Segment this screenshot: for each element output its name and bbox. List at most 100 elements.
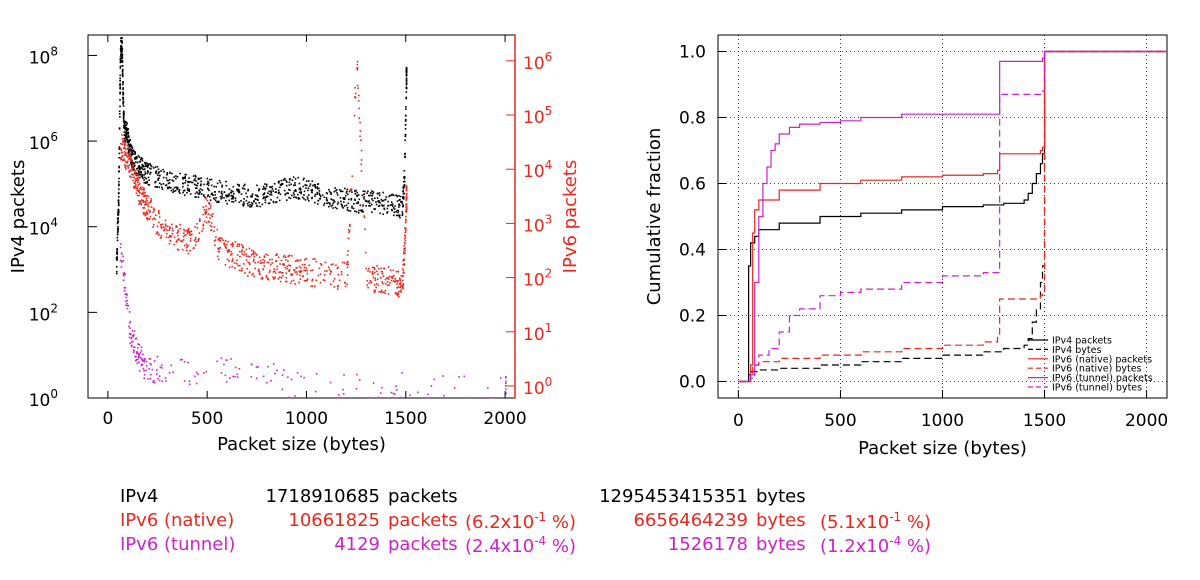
data-point bbox=[349, 225, 351, 227]
data-point bbox=[120, 47, 122, 50]
data-point bbox=[121, 46, 123, 49]
data-point bbox=[195, 241, 198, 243]
data-point bbox=[138, 167, 141, 170]
data-point bbox=[122, 68, 124, 71]
data-point bbox=[121, 55, 123, 58]
data-point bbox=[119, 259, 122, 262]
data-point bbox=[173, 186, 176, 189]
data-point bbox=[231, 265, 233, 268]
data-point bbox=[285, 276, 288, 279]
data-point bbox=[302, 185, 305, 188]
data-point bbox=[228, 199, 231, 202]
data-point bbox=[273, 268, 275, 270]
data-point bbox=[505, 393, 507, 395]
data-point bbox=[160, 183, 163, 186]
data-point bbox=[383, 208, 386, 211]
data-point bbox=[139, 173, 142, 175]
data-point bbox=[141, 163, 144, 166]
data-point bbox=[145, 210, 148, 213]
data-point bbox=[232, 190, 234, 193]
data-point bbox=[257, 261, 259, 263]
data-point bbox=[124, 165, 127, 168]
data-point bbox=[177, 234, 179, 237]
data-point bbox=[125, 293, 128, 295]
data-point bbox=[397, 296, 400, 298]
data-point bbox=[249, 206, 251, 208]
data-point bbox=[136, 173, 138, 176]
data-point bbox=[390, 275, 393, 278]
data-point bbox=[347, 250, 349, 252]
data-point bbox=[163, 170, 165, 173]
data-point bbox=[158, 216, 161, 218]
data-point bbox=[399, 286, 401, 289]
data-point bbox=[229, 377, 231, 379]
data-point bbox=[121, 83, 124, 86]
data-point bbox=[258, 188, 260, 191]
data-point bbox=[258, 189, 260, 192]
data-point bbox=[261, 203, 264, 206]
data-point bbox=[122, 82, 124, 84]
data-point bbox=[134, 151, 136, 153]
data-point bbox=[124, 166, 126, 169]
data-point bbox=[125, 294, 128, 296]
data-point bbox=[142, 360, 144, 362]
data-point bbox=[129, 170, 131, 172]
data-point bbox=[403, 258, 405, 261]
data-point bbox=[357, 194, 360, 196]
data-point bbox=[348, 228, 350, 231]
data-point bbox=[403, 184, 406, 186]
data-point bbox=[402, 275, 405, 277]
data-point bbox=[381, 204, 383, 206]
data-point bbox=[126, 152, 129, 155]
data-point bbox=[137, 174, 139, 177]
data-point bbox=[405, 206, 408, 208]
data-point bbox=[284, 177, 286, 180]
data-point bbox=[136, 167, 138, 170]
data-point bbox=[134, 158, 137, 160]
data-point bbox=[187, 230, 190, 233]
data-point bbox=[223, 243, 226, 246]
data-point bbox=[149, 167, 151, 170]
data-point bbox=[378, 200, 380, 203]
data-point bbox=[142, 168, 144, 171]
data-point bbox=[280, 272, 283, 274]
data-point bbox=[169, 171, 171, 174]
data-point bbox=[402, 284, 404, 287]
data-point bbox=[405, 82, 408, 84]
data-point bbox=[355, 202, 358, 205]
data-point bbox=[120, 149, 123, 152]
data-point bbox=[168, 242, 171, 245]
data-point bbox=[405, 96, 407, 99]
data-point bbox=[256, 194, 259, 197]
data-point bbox=[395, 270, 398, 273]
data-point bbox=[143, 360, 146, 363]
data-point bbox=[123, 274, 125, 277]
data-point bbox=[293, 190, 296, 192]
data-point bbox=[263, 193, 265, 195]
data-point bbox=[155, 214, 157, 216]
data-point bbox=[310, 189, 313, 192]
data-point bbox=[161, 186, 163, 189]
data-point bbox=[158, 186, 161, 188]
data-point bbox=[120, 59, 122, 61]
data-point bbox=[249, 255, 251, 258]
data-point bbox=[236, 259, 238, 262]
data-point bbox=[165, 225, 167, 227]
data-point bbox=[153, 217, 155, 220]
data-point bbox=[124, 273, 126, 275]
data-point bbox=[134, 185, 137, 187]
data-point bbox=[341, 204, 344, 206]
y-tick-label: 0.0 bbox=[679, 373, 706, 393]
data-point bbox=[205, 198, 208, 200]
data-point bbox=[341, 261, 344, 264]
data-point bbox=[388, 275, 391, 278]
data-point bbox=[316, 193, 319, 195]
data-point bbox=[270, 186, 272, 189]
data-point bbox=[133, 187, 136, 189]
data-point bbox=[133, 182, 135, 184]
data-point bbox=[284, 266, 287, 269]
data-point bbox=[226, 251, 229, 253]
data-point bbox=[279, 193, 282, 196]
data-point bbox=[231, 259, 234, 262]
data-point bbox=[188, 227, 190, 230]
